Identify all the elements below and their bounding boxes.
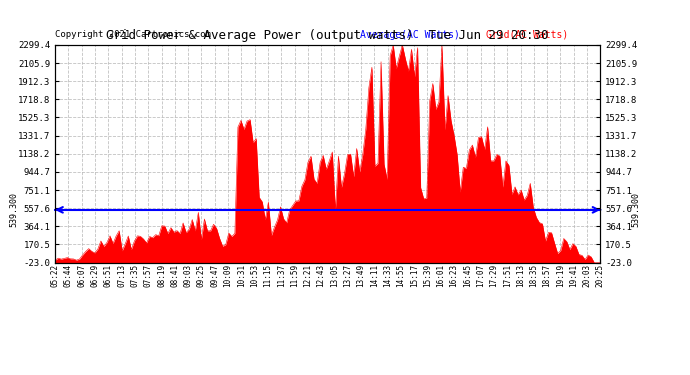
Text: Grid(AC Watts): Grid(AC Watts) bbox=[486, 30, 568, 40]
Title: Grid Power & Average Power (output watts)  Tue Jun 29 20:30: Grid Power & Average Power (output watts… bbox=[106, 30, 549, 42]
Text: 539.300: 539.300 bbox=[631, 192, 640, 227]
Text: Copyright 2021 Cartronics.com: Copyright 2021 Cartronics.com bbox=[55, 30, 211, 39]
Text: Average(AC Watts): Average(AC Watts) bbox=[360, 30, 460, 40]
Text: 539.300: 539.300 bbox=[10, 192, 19, 227]
